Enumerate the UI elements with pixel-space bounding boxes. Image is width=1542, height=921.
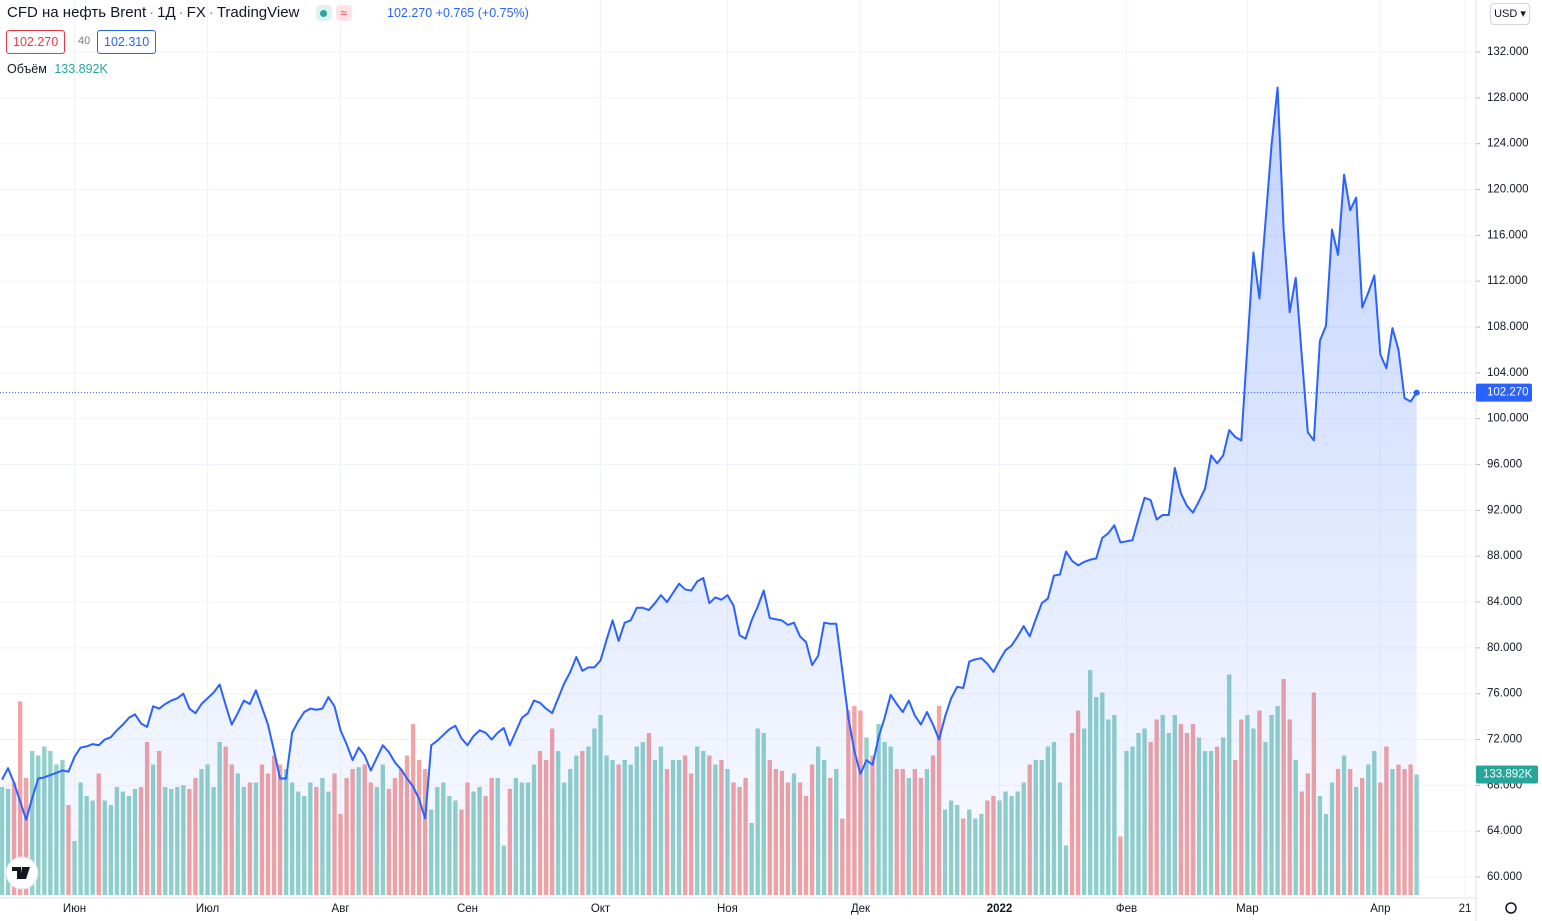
y-tick-label: 120.000 xyxy=(1487,184,1529,196)
x-tick-label: Авг xyxy=(332,903,350,915)
last-price-tag xyxy=(1476,383,1532,402)
y-tick-label: 72.000 xyxy=(1487,734,1522,746)
spread: 40 xyxy=(78,35,91,47)
price-line xyxy=(1,86,1418,821)
y-tick-label: 88.000 xyxy=(1487,550,1522,562)
x-tick-label: Ноя xyxy=(717,903,738,915)
y-tick-label: 132.000 xyxy=(1487,46,1529,58)
market-status[interactable] xyxy=(315,5,332,22)
settings-icon[interactable] xyxy=(1505,902,1517,914)
y-tick-label: 128.000 xyxy=(1487,92,1529,104)
y-tick-label: 124.000 xyxy=(1487,138,1529,150)
y-tick-label: 96.000 xyxy=(1487,459,1522,471)
last-price-label: 102.270 xyxy=(1487,387,1529,399)
y-tick-label: 76.000 xyxy=(1487,688,1522,700)
volume-name: Объём xyxy=(7,62,47,76)
symbol-name: CFD на нефть Brent xyxy=(7,4,147,21)
y-tick-label: 108.000 xyxy=(1487,321,1529,333)
x-tick-label: Дек xyxy=(851,903,871,915)
y-tick-label: 116.000 xyxy=(1487,229,1528,241)
quote: 102.270 +0.765 (+0.75%) xyxy=(387,6,529,20)
x-tick-label: 21 xyxy=(1459,903,1472,915)
sell-button[interactable]: 102.270 xyxy=(6,30,66,54)
symbol-header: CFD на нефть Brent · 1Д · FX · TradingView ≈ xyxy=(7,4,352,22)
y-tick-label: 64.000 xyxy=(1487,825,1522,837)
volume-legend: Объём 133.892K xyxy=(7,62,108,76)
x-tick-label: Окт xyxy=(591,903,611,915)
price-area xyxy=(2,87,1417,899)
buy-button[interactable]: 102.310 xyxy=(97,30,157,54)
source: TradingView xyxy=(216,4,300,21)
logo xyxy=(12,867,30,879)
delayed-badge[interactable]: ≈ xyxy=(335,5,352,22)
last-price: 102.270 xyxy=(387,6,433,20)
x-tick-label: Фев xyxy=(1116,903,1137,915)
x-tick-label: Июн xyxy=(63,903,86,915)
y-tick-label: 60.000 xyxy=(1487,871,1522,883)
y-tick-label: 100.000 xyxy=(1487,413,1529,425)
y-tick-label: 112.000 xyxy=(1487,275,1528,287)
volume-value: 133.892K xyxy=(54,62,108,76)
last-point xyxy=(1413,389,1420,396)
y-tick-label: 84.000 xyxy=(1487,596,1522,608)
volume-tag-label: 133.892K xyxy=(1483,769,1533,781)
change: +0.765 xyxy=(435,6,475,20)
y-tick-label: 92.000 xyxy=(1487,504,1522,516)
currency: USD xyxy=(1494,8,1518,20)
x-tick-label: Мар xyxy=(1236,903,1259,915)
x-tick-label: Июл xyxy=(196,903,219,915)
volume-tag xyxy=(1476,765,1538,784)
exchange: FX xyxy=(186,4,206,21)
x-tick-label: Апр xyxy=(1370,903,1390,915)
currency-dropdown[interactable]: USD ▾ xyxy=(1490,3,1530,25)
x-tick-label: Сен xyxy=(457,903,478,915)
change-percent: (+0.75%) xyxy=(477,6,529,20)
y-tick-label: 104.000 xyxy=(1487,367,1529,379)
y-tick-label: 80.000 xyxy=(1487,642,1522,654)
interval[interactable]: 1Д xyxy=(157,4,176,21)
x-tick-label: 2022 xyxy=(987,903,1013,915)
